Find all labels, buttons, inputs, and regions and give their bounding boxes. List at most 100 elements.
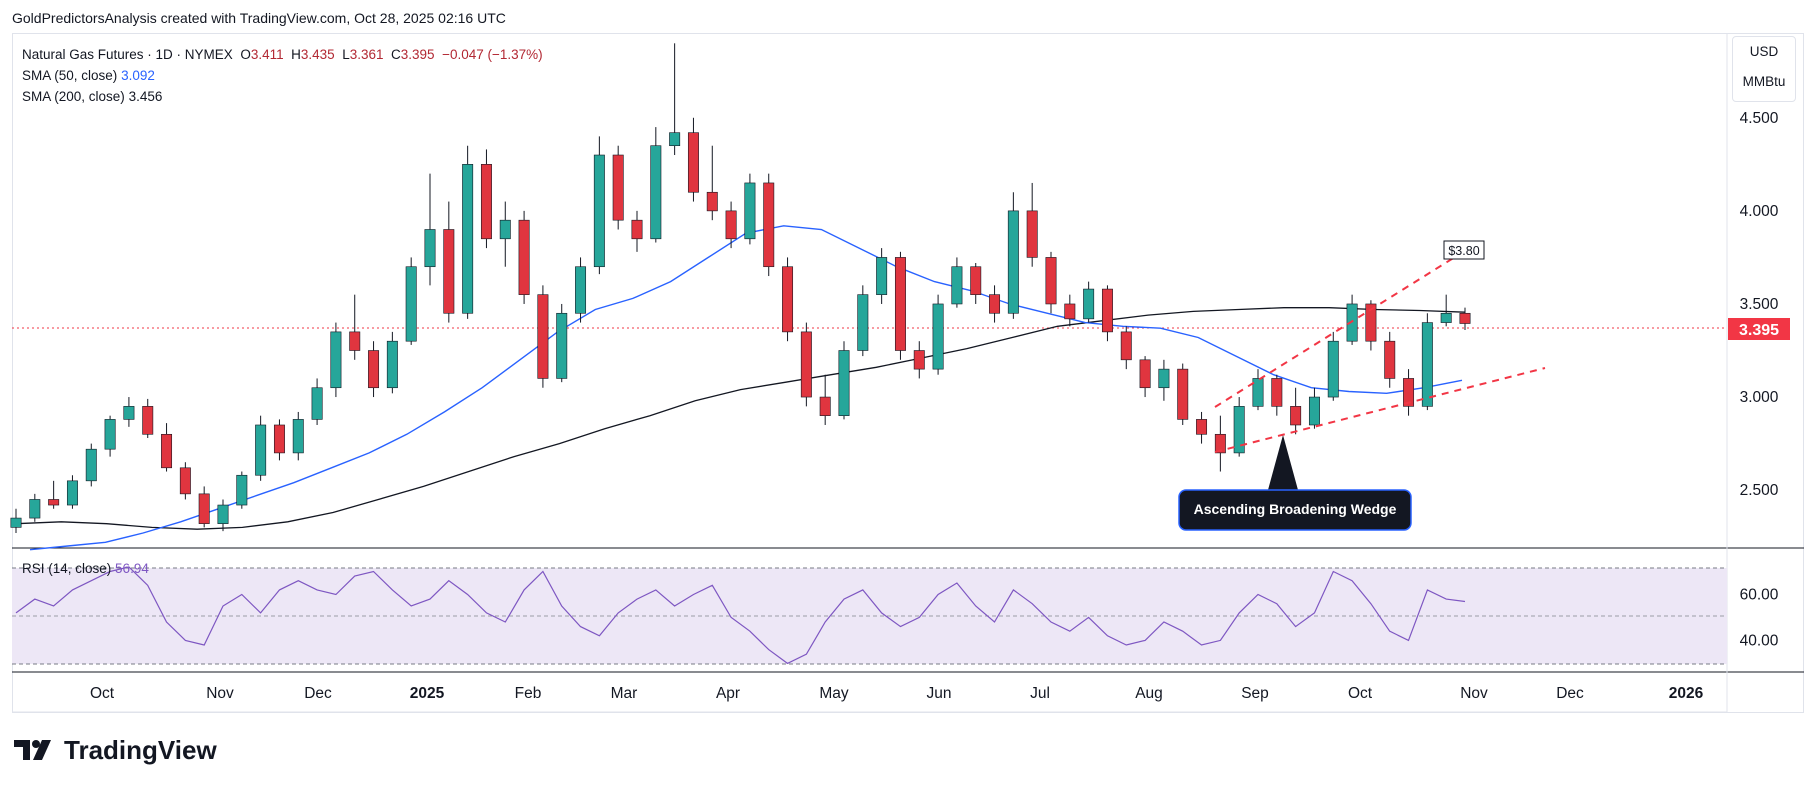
candle-body xyxy=(1158,368,1170,389)
high-value: 3.435 xyxy=(300,47,335,62)
sma200-path xyxy=(15,307,1466,530)
sma50-legend[interactable]: SMA (50, close) 3.092 xyxy=(22,65,543,86)
candle-body xyxy=(706,191,718,212)
candle-body xyxy=(1083,288,1095,320)
candle-body xyxy=(255,424,267,476)
candle-body xyxy=(1064,303,1076,320)
sma50-value: 3.092 xyxy=(121,68,155,83)
last-price-label: 3.395 xyxy=(1739,322,1779,339)
candle-body xyxy=(1384,340,1396,379)
candle-body xyxy=(386,340,398,389)
candle-body xyxy=(292,419,304,454)
candle-body xyxy=(1440,312,1452,323)
candle-body xyxy=(48,499,60,506)
candle-body xyxy=(1026,210,1038,258)
currency-label: USD xyxy=(1749,44,1779,59)
candle-body xyxy=(725,210,737,240)
currency-selector[interactable]: USD MMBtu xyxy=(1732,36,1796,102)
candle-body xyxy=(349,331,361,351)
candle-body xyxy=(85,448,97,482)
wedge-lower-line xyxy=(1214,367,1546,453)
candle-body xyxy=(1214,433,1226,454)
candle-body xyxy=(669,132,681,147)
price-tick-label: 3.500 xyxy=(1740,296,1779,313)
candle-body xyxy=(424,229,436,268)
high-key: H xyxy=(291,47,301,62)
rsi-label: RSI (14, close) xyxy=(22,561,112,576)
candle-body xyxy=(1252,378,1264,407)
price-tick-label: 3.000 xyxy=(1740,389,1779,406)
sma200-legend[interactable]: SMA (200, close) 3.456 xyxy=(22,86,543,107)
candle-body xyxy=(537,294,549,379)
candle-body xyxy=(1421,322,1433,407)
tradingview-logo-icon xyxy=(14,740,51,760)
candle-body xyxy=(1101,288,1113,333)
candle-body xyxy=(1459,312,1471,324)
candle-body xyxy=(1139,359,1151,389)
time-tick-label: May xyxy=(819,685,849,702)
price-axis: 2.500 3.000 3.500 4.000 4.500 xyxy=(1740,110,1779,499)
candle-body xyxy=(499,219,511,240)
candle-body xyxy=(161,433,173,469)
sma50-label: SMA (50, close) xyxy=(22,68,118,83)
candle-body xyxy=(273,424,285,454)
time-tick-label: Aug xyxy=(1135,685,1163,702)
low-value: 3.361 xyxy=(349,47,384,62)
candle-body xyxy=(29,499,41,519)
candle-body xyxy=(236,474,248,506)
candle-body xyxy=(556,312,568,379)
rsi-tick-label: 60.00 xyxy=(1740,586,1779,603)
candle-body xyxy=(763,182,775,268)
candle-body xyxy=(179,467,191,495)
time-tick-label: Oct xyxy=(90,685,115,702)
time-tick-label: Oct xyxy=(1348,685,1373,702)
time-axis: Oct Nov Dec 2025 Feb Mar Apr May Jun Jul Aug Sep Oct… xyxy=(90,685,1704,702)
candle-body xyxy=(687,132,699,193)
candle-body xyxy=(913,350,925,370)
candle-body xyxy=(650,145,662,240)
time-tick-label: Feb xyxy=(515,685,542,702)
candle-body xyxy=(819,396,831,416)
candle-body xyxy=(1196,419,1208,435)
candle-body xyxy=(876,257,888,295)
rsi-legend[interactable]: RSI (14, close) 56.94 xyxy=(22,561,149,576)
candle-body xyxy=(1271,378,1283,407)
price-tick-label: 4.000 xyxy=(1740,203,1779,220)
candle-body xyxy=(368,350,380,389)
sma200-line xyxy=(15,307,1466,530)
open-key: O xyxy=(240,47,251,62)
candle-body xyxy=(311,387,323,420)
candle-body xyxy=(932,303,944,370)
candle-body xyxy=(198,493,210,524)
rsi-axis: 40.00 60.00 xyxy=(1740,586,1779,649)
chart-legend: Natural Gas Futures · 1D · NYMEX O3.411 … xyxy=(22,44,543,107)
candle-body xyxy=(142,406,154,435)
candle-body xyxy=(1233,406,1245,454)
target-label-box xyxy=(1443,240,1485,260)
time-tick-label: Jun xyxy=(927,685,952,702)
candle-body xyxy=(838,350,850,416)
candle-body xyxy=(405,266,417,342)
candle-body xyxy=(1290,406,1302,426)
time-tick-label: Nov xyxy=(206,685,234,702)
time-tick-label: Mar xyxy=(611,685,638,702)
candle-body xyxy=(1365,303,1377,342)
candle-body xyxy=(593,154,605,268)
time-tick-label: 2026 xyxy=(1669,685,1704,702)
candle-body xyxy=(1403,378,1415,407)
pattern-label: Ascending Broadening Wedge xyxy=(1194,501,1397,517)
candle-body xyxy=(744,182,756,240)
candle-body xyxy=(480,164,492,240)
candle-body xyxy=(857,294,869,351)
chart-header: GoldPredictorsAnalysis created with Trad… xyxy=(12,10,506,26)
candle-body xyxy=(612,154,624,221)
rsi-tick-label: 40.00 xyxy=(1740,632,1779,649)
candle-body xyxy=(1120,331,1132,361)
tradingview-logo[interactable]: TradingView xyxy=(14,733,217,767)
candle-body xyxy=(989,294,1001,314)
ohlc-row: Natural Gas Futures · 1D · NYMEX O3.411 … xyxy=(22,44,543,65)
candle-body xyxy=(10,517,22,528)
time-tick-label: Dec xyxy=(304,685,332,702)
time-tick-label: Sep xyxy=(1241,685,1269,702)
